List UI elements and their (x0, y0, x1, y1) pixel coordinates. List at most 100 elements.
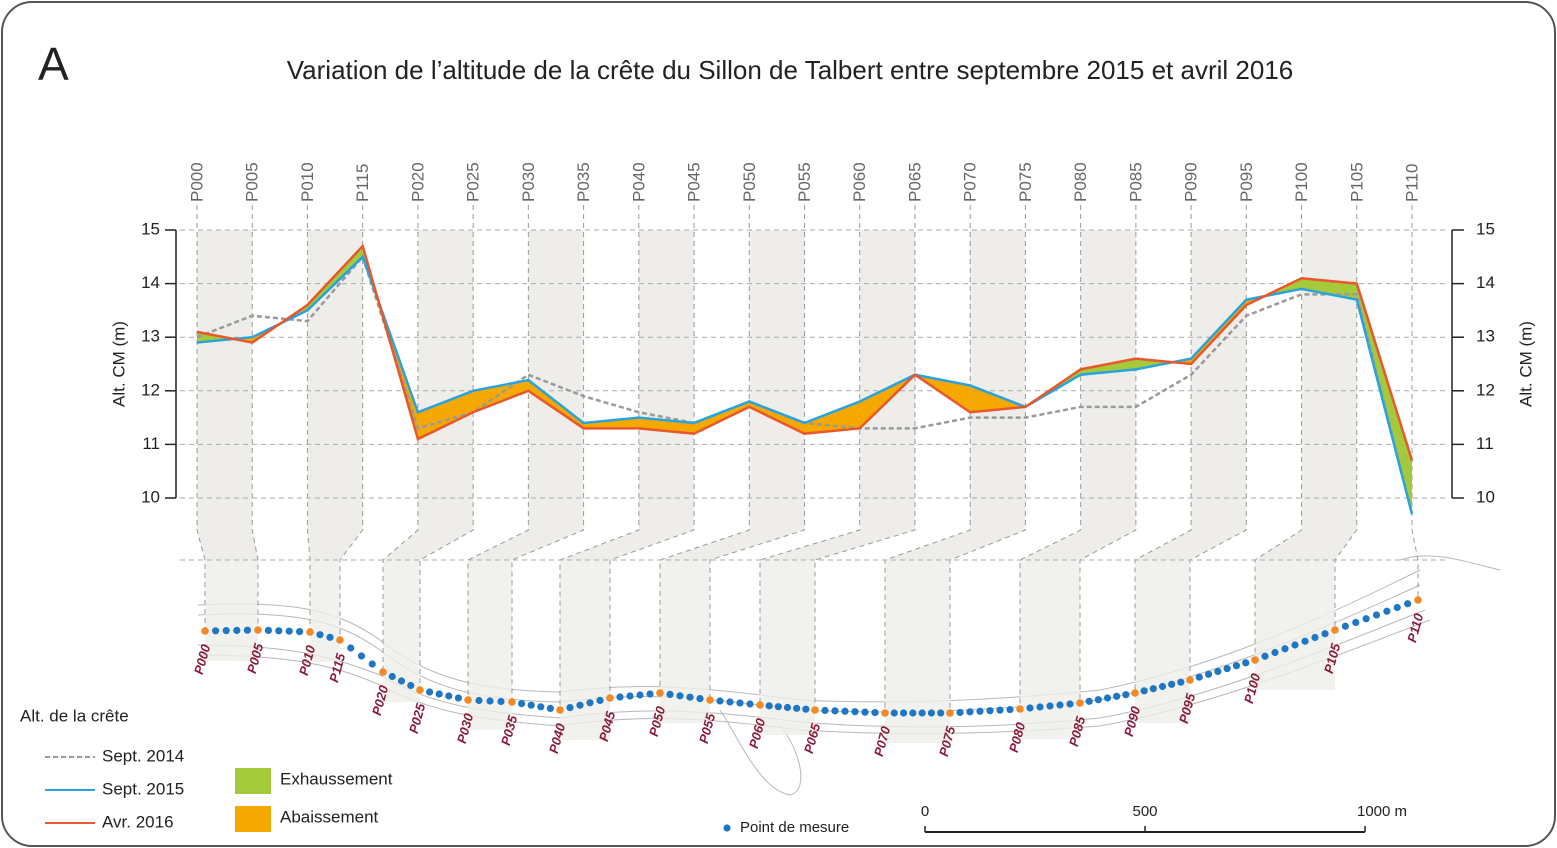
profile-point (881, 709, 889, 717)
y2-tick-label: 12 (1476, 380, 1495, 399)
x-tick-label: P105 (1347, 162, 1366, 202)
measure-point (426, 688, 434, 696)
measure-point (726, 698, 734, 706)
measure-point (1056, 701, 1064, 709)
band (1255, 530, 1357, 560)
measure-point (264, 626, 272, 635)
profile-line (1134, 205, 1192, 693)
band (307, 530, 363, 560)
measure-point (890, 709, 898, 717)
measure-point (802, 705, 810, 713)
band (1255, 560, 1335, 690)
measure-point (222, 627, 230, 635)
x-tick-label: P010 (298, 162, 317, 202)
measure-point (1223, 664, 1231, 673)
y-tick-label: 11 (142, 434, 160, 453)
measure-point (1393, 603, 1401, 612)
measure-point (774, 703, 782, 711)
profile-point (508, 698, 516, 706)
y-axis-title: Alt. CM (m) (109, 321, 128, 407)
measure-point (1168, 680, 1176, 688)
measure-point (1046, 702, 1054, 710)
measure-point (636, 691, 644, 699)
measure-point (347, 644, 355, 652)
measure-point (1404, 600, 1412, 608)
legend-label: Exhaussement (280, 769, 393, 788)
y2-tick-label: 14 (1476, 273, 1495, 292)
measure-point (1341, 622, 1349, 630)
fill-area (583, 417, 639, 429)
measure-point (1214, 667, 1222, 676)
measure-point (676, 692, 684, 700)
measure-point (841, 707, 849, 715)
band (1191, 230, 1247, 530)
profile-line (759, 205, 861, 705)
x-tick-label: P045 (685, 162, 704, 202)
measure-point (1006, 705, 1014, 714)
band (638, 230, 695, 530)
fill-area (804, 401, 860, 434)
band (1020, 560, 1080, 739)
band (383, 530, 474, 560)
measure-point (626, 692, 634, 700)
band (205, 560, 258, 661)
x-tick-label: P055 (795, 162, 814, 202)
measure-point (596, 696, 604, 705)
profile-point (1251, 656, 1259, 664)
profile-line (1411, 205, 1419, 600)
band (749, 230, 805, 530)
x-tick-label: P085 (1126, 162, 1145, 202)
legend-swatch (235, 806, 271, 832)
measure-point (1301, 637, 1309, 645)
band (560, 530, 695, 560)
measure-point (666, 690, 674, 699)
measure-point (1103, 694, 1112, 702)
measure-point (956, 708, 964, 717)
contour (719, 709, 802, 796)
measure-point (716, 697, 724, 705)
x-tick-label: P070 (961, 162, 980, 202)
measure-point (546, 704, 555, 713)
measure-point (793, 704, 801, 712)
measure-point (927, 709, 936, 717)
band (1020, 530, 1136, 560)
measure-point (407, 681, 415, 690)
x-tick-label: P005 (243, 162, 262, 202)
band (1301, 230, 1357, 530)
profile-point (1414, 596, 1422, 604)
measure-point (233, 626, 241, 635)
profile-line (339, 205, 364, 640)
fill-area (417, 390, 474, 440)
profile-line (814, 205, 916, 710)
profile-line (251, 205, 259, 630)
measure-point (1362, 615, 1370, 623)
profile-line (1189, 205, 1247, 680)
x-tick-label: P000 (187, 162, 206, 202)
profile-line (709, 205, 805, 700)
x-tick-label: P050 (740, 162, 759, 202)
profile-point (1331, 626, 1339, 634)
band (1135, 530, 1247, 560)
measure-point (326, 633, 334, 641)
y-tick-label: 10 (141, 487, 160, 506)
measure-point (646, 690, 654, 698)
scale-label: 0 (921, 803, 929, 820)
profile-point (306, 628, 314, 636)
measure-point (1372, 611, 1381, 619)
measure-point (696, 695, 704, 703)
band (468, 530, 584, 560)
measure-point (1085, 697, 1093, 705)
series-line (196, 243, 1414, 461)
measure-point (1177, 678, 1185, 686)
band (760, 530, 915, 560)
x-tick-label: P080 (1071, 162, 1090, 202)
band (1080, 230, 1136, 530)
profile-line (306, 205, 311, 632)
profile-point (756, 701, 764, 709)
measure-point (1094, 696, 1102, 704)
measure-point (275, 627, 283, 635)
measure-point (1122, 691, 1130, 699)
measure-point (1261, 652, 1269, 660)
measure-point (497, 697, 505, 706)
